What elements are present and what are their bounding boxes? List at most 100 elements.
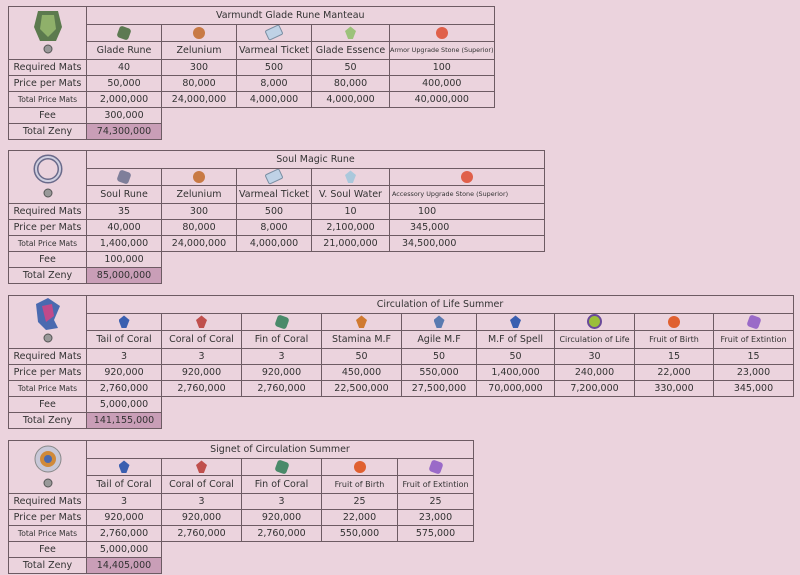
required-mats-label: Required Mats (8, 493, 87, 510)
material-name: V. Soul Water (311, 185, 390, 204)
fee-value: 300,000 (86, 107, 162, 124)
price-value: 80,000 (161, 219, 237, 236)
zelunium-icon (193, 26, 205, 39)
glade-essence-icon (345, 26, 356, 40)
fruit-of-birth-icon (353, 460, 366, 473)
price-value: 920,000 (241, 364, 322, 381)
price-per-mats-label: Price per Mats (8, 364, 87, 381)
price-value: 80,000 (311, 75, 390, 92)
price-per-mats-label: Price per Mats (8, 509, 87, 526)
required-mats-label: Required Mats (8, 59, 87, 76)
material-name: Soul Rune (86, 185, 162, 204)
tail-of-coral-icon (118, 315, 130, 329)
material-name: Stamina M.F (321, 330, 402, 349)
material-icon-cell (389, 167, 545, 187)
price-value: 920,000 (161, 364, 242, 381)
required-value: 3 (161, 493, 242, 510)
total-price-value: 1,400,000 (86, 235, 162, 252)
fee-label: Fee (8, 107, 87, 124)
varmeal-ticket-icon (264, 169, 284, 185)
coral-of-coral-icon (196, 460, 207, 474)
material-name: Fruit of Birth (321, 475, 398, 494)
price-value: 450,000 (321, 364, 402, 381)
item-title: Signet of Circulation Summer (86, 440, 474, 459)
item-logo (8, 150, 87, 204)
total-zeny-label: Total Zeny (8, 123, 87, 140)
material-icon-cell (713, 312, 794, 332)
fin-of-coral-icon (273, 314, 290, 330)
agile-mf-icon (433, 315, 445, 329)
material-name: Varmeal Ticket (236, 185, 312, 204)
total-price-value: 330,000 (634, 380, 714, 397)
coral-of-coral-icon (196, 315, 207, 329)
price-value: 920,000 (161, 509, 242, 526)
material-icon-cell (236, 23, 312, 43)
total-zeny-label: Total Zeny (8, 267, 87, 284)
total-price-value: 27,500,000 (401, 380, 477, 397)
circulation-of-life-costume-icon (35, 298, 60, 343)
material-name: Glade Rune (86, 41, 162, 60)
material-table: Signet of Circulation Summer Tail of Cor… (8, 440, 474, 574)
fruit-of-extintion-icon (427, 459, 444, 475)
required-value: 3 (241, 348, 322, 365)
stamina-mf-icon (356, 315, 367, 329)
total-price-value: 2,760,000 (241, 380, 322, 397)
material-icon-cell (86, 167, 162, 187)
material-name: Glade Essence (311, 41, 390, 60)
material-name: Circulation of Life (554, 330, 635, 349)
required-value: 35 (86, 203, 162, 220)
material-name: Fruit of Extintion (397, 475, 474, 494)
material-icon-cell (389, 23, 495, 43)
price-value: 50,000 (86, 75, 162, 92)
material-name: Zelunium (161, 41, 237, 60)
material-icon-cell (86, 23, 162, 43)
tail-of-coral-icon (118, 460, 130, 474)
material-name: M.F of Spell (476, 330, 555, 349)
material-icon-cell (476, 312, 555, 332)
circulation-of-life-icon (587, 314, 602, 330)
material-icon-cell (554, 312, 635, 332)
price-per-mats-label: Price per Mats (8, 219, 87, 236)
required-value: 100 (389, 59, 495, 76)
required-mats-label: Required Mats (8, 203, 87, 220)
required-value: 300 (161, 203, 237, 220)
total-price-value: 345,000 (713, 380, 794, 397)
required-value: 10 (311, 203, 390, 220)
fee-value: 100,000 (86, 251, 162, 268)
total-price-value: 4,000,000 (311, 91, 390, 108)
mf-of-spell-icon (510, 315, 521, 329)
price-per-mats-label: Price per Mats (8, 75, 87, 92)
material-icon-cell (161, 23, 237, 43)
material-icon-cell (86, 312, 162, 332)
fee-label: Fee (8, 396, 87, 413)
armor-upgrade-stone-icon (435, 26, 448, 39)
fruit-of-birth-icon (668, 315, 680, 328)
material-name: Fin of Coral (241, 475, 322, 494)
price-value: 920,000 (86, 364, 162, 381)
required-value: 500 (236, 203, 312, 220)
price-value: 2,100,000 (311, 219, 390, 236)
required-value: 50 (476, 348, 555, 365)
price-value: 8,000 (236, 75, 312, 92)
price-value: 240,000 (554, 364, 635, 381)
total-price-value: 4,000,000 (236, 91, 312, 108)
total-price-value: 4,000,000 (236, 235, 312, 252)
total-price-value: 34,500,000 (389, 235, 545, 252)
material-table: Varmundt Glade Rune Manteau Glade Rune Z… (8, 6, 495, 140)
fee-label: Fee (8, 251, 87, 268)
total-price-value: 24,000,000 (161, 235, 237, 252)
total-price-value: 575,000 (397, 525, 474, 542)
material-icon-cell (161, 167, 237, 187)
material-icon-cell (236, 167, 312, 187)
glade-rune-icon (116, 25, 132, 41)
material-icon-cell (161, 457, 242, 477)
item-title: Circulation of Life Summer (86, 295, 794, 314)
item-logo (8, 295, 87, 349)
total-price-mats-label: Total Price Mats (8, 91, 87, 108)
section-2: Circulation of Life Summer Tail of Coral… (8, 295, 794, 429)
material-icon-cell (634, 312, 714, 332)
material-icon-cell (321, 312, 402, 332)
price-value: 40,000 (86, 219, 162, 236)
soul-water-icon (345, 170, 356, 184)
item-title: Soul Magic Rune (86, 150, 545, 169)
